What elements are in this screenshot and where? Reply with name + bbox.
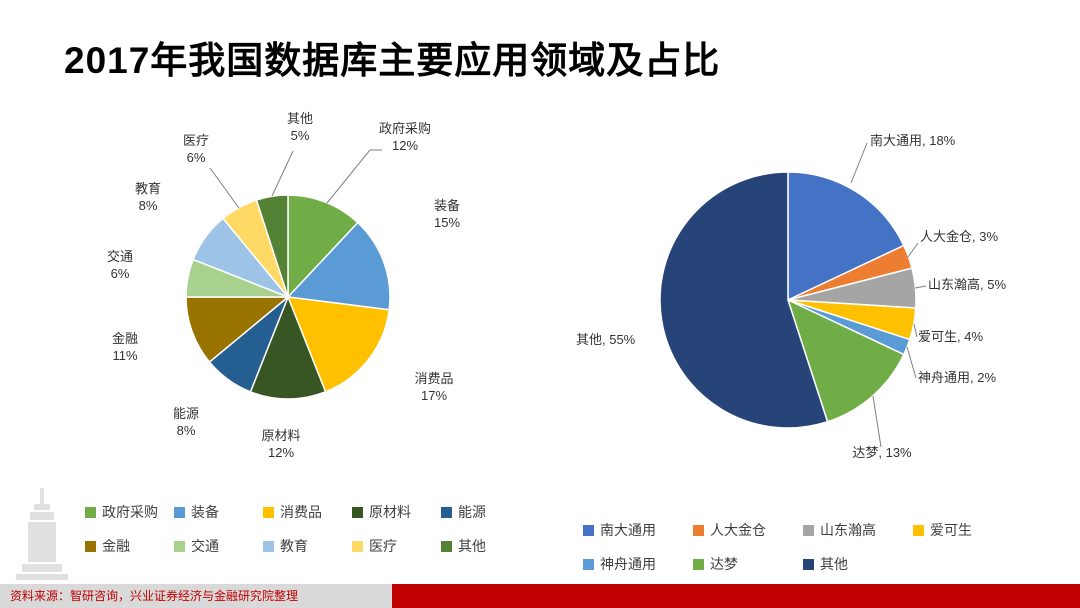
label-leader-line [914, 285, 927, 289]
legend-item-南大通用: 南大通用 [583, 518, 693, 542]
pie-slice-消费品 [286, 296, 391, 393]
legend-label: 交通 [191, 538, 219, 554]
right-pie-chart: 南大通用, 18% 人大金仓, 3% 山东瀚高, 5% 爱可生, 4% 神舟通用, 2%… [576, 133, 1006, 460]
label-leader-line [872, 395, 882, 448]
pie-label-爱可生: 爱可生, 4% [918, 329, 983, 344]
footer-accent-bar [392, 584, 1080, 608]
legend-item-其他: 其他 [803, 552, 913, 576]
legend-swatch-icon [263, 506, 274, 518]
pie-label-医疗: 医疗 6% [183, 133, 209, 165]
legend-label: 政府采购 [102, 504, 158, 520]
pie-label-其他: 其他, 55% [576, 332, 636, 347]
label-leader-line [209, 167, 240, 209]
legend-swatch-icon [693, 558, 704, 570]
legend-swatch-icon [85, 540, 96, 552]
left-pie-legend: 政府采购 装备 消费品 原材料 能源金融 交通 教育 医疗 其他 [85, 500, 537, 558]
page-title: 2017年我国数据库主要应用领域及占比 [64, 40, 721, 81]
legend-label: 达梦 [710, 556, 738, 572]
legend-label: 南大通用 [600, 522, 656, 538]
pie-label-原材料: 原材料 12% [261, 428, 300, 460]
legend-label: 其他 [458, 538, 486, 554]
legend-label: 原材料 [369, 504, 411, 520]
pie-label-金融: 金融 11% [112, 331, 138, 363]
legend-item-消费品: 消费品 [263, 500, 352, 524]
legend-item-装备: 装备 [174, 500, 263, 524]
pie-slice-原材料 [249, 294, 327, 400]
label-leader-line [850, 142, 868, 184]
pie-label-消费品: 消费品 17% [414, 371, 453, 403]
legend-label: 装备 [191, 504, 219, 520]
pie-slice-其他 [255, 194, 289, 298]
label-leader-line [906, 346, 917, 379]
legend-label: 山东瀚高 [820, 522, 876, 538]
pie-slice-金融 [185, 296, 291, 364]
pie-label-教育: 教育 8% [135, 181, 161, 213]
legend-item-原材料: 原材料 [352, 500, 441, 524]
legend-swatch-icon [441, 506, 452, 518]
legend-label: 人大金仓 [710, 522, 766, 538]
legend-swatch-icon [913, 524, 924, 536]
pie-label-政府采购: 政府采购 12% [379, 121, 431, 153]
pie-label-装备: 装备 15% [434, 198, 460, 230]
source-text: 资料来源：智研咨询，兴业证券经济与金融研究院整理 [0, 584, 392, 608]
pie-label-神舟通用: 神舟通用, 2% [918, 370, 996, 385]
legend-item-医疗: 医疗 [352, 534, 441, 558]
legend-item-爱可生: 爱可生 [913, 518, 1023, 542]
pie-label-交通: 交通 6% [107, 249, 133, 281]
legend-label: 其他 [820, 556, 848, 572]
legend-swatch-icon [693, 524, 704, 536]
legend-item-山东瀚高: 山东瀚高 [803, 518, 913, 542]
legend-swatch-icon [352, 506, 363, 518]
legend-item-神舟通用: 神舟通用 [583, 552, 693, 576]
legend-item-金融: 金融 [85, 534, 174, 558]
right-pie-legend: 南大通用 人大金仓 山东瀚高 爱可生神舟通用 达梦 其他 [583, 518, 1053, 576]
label-leader-line [326, 149, 382, 204]
left-pie-chart: 政府采购 12% 装备 15% 消费品 17% 原材料 12% 能源 8% 金融 11% 交通 6% 教育 8… [107, 111, 460, 460]
legend-swatch-icon [803, 524, 814, 536]
legend-label: 神舟通用 [600, 556, 656, 572]
label-leader-line [907, 242, 919, 258]
pie-label-达梦: 达梦, 13% [852, 445, 912, 460]
legend-swatch-icon [803, 558, 814, 570]
legend-item-达梦: 达梦 [693, 552, 803, 576]
legend-item-其他: 其他 [441, 534, 530, 558]
pie-label-南大通用: 南大通用, 18% [870, 133, 956, 148]
pie-label-其他: 其他 5% [287, 111, 313, 143]
legend-label: 消费品 [280, 504, 322, 520]
legend-item-人大金仓: 人大金仓 [693, 518, 803, 542]
pie-slice-装备 [286, 221, 391, 311]
legend-label: 爱可生 [930, 522, 972, 538]
legend-swatch-icon [583, 524, 594, 536]
footer: 资料来源：智研咨询，兴业证券经济与金融研究院整理 [0, 584, 1080, 608]
label-leader-line [271, 150, 294, 197]
legend-swatch-icon [174, 540, 185, 552]
pie-slice-其他 [659, 171, 829, 429]
pie-label-人大金仓: 人大金仓, 3% [920, 229, 998, 244]
legend-item-教育: 教育 [263, 534, 352, 558]
watermark-building-icon [16, 488, 68, 580]
label-leader-line [913, 323, 918, 338]
legend-swatch-icon [352, 540, 363, 552]
legend-swatch-icon [583, 558, 594, 570]
legend-swatch-icon [263, 540, 274, 552]
legend-item-政府采购: 政府采购 [85, 500, 174, 524]
pie-label-能源: 能源 8% [173, 406, 199, 438]
pie-slice-南大通用 [787, 171, 905, 302]
legend-item-交通: 交通 [174, 534, 263, 558]
legend-item-能源: 能源 [441, 500, 530, 524]
legend-swatch-icon [441, 540, 452, 552]
pie-slice-达梦 [786, 298, 905, 423]
legend-label: 能源 [458, 504, 486, 520]
legend-label: 医疗 [369, 538, 397, 554]
legend-label: 金融 [102, 538, 130, 554]
legend-label: 教育 [280, 538, 308, 554]
legend-swatch-icon [85, 506, 96, 518]
legend-swatch-icon [174, 506, 185, 518]
pie-slice-政府采购 [287, 194, 359, 299]
pie-label-山东瀚高: 山东瀚高, 5% [928, 277, 1006, 292]
